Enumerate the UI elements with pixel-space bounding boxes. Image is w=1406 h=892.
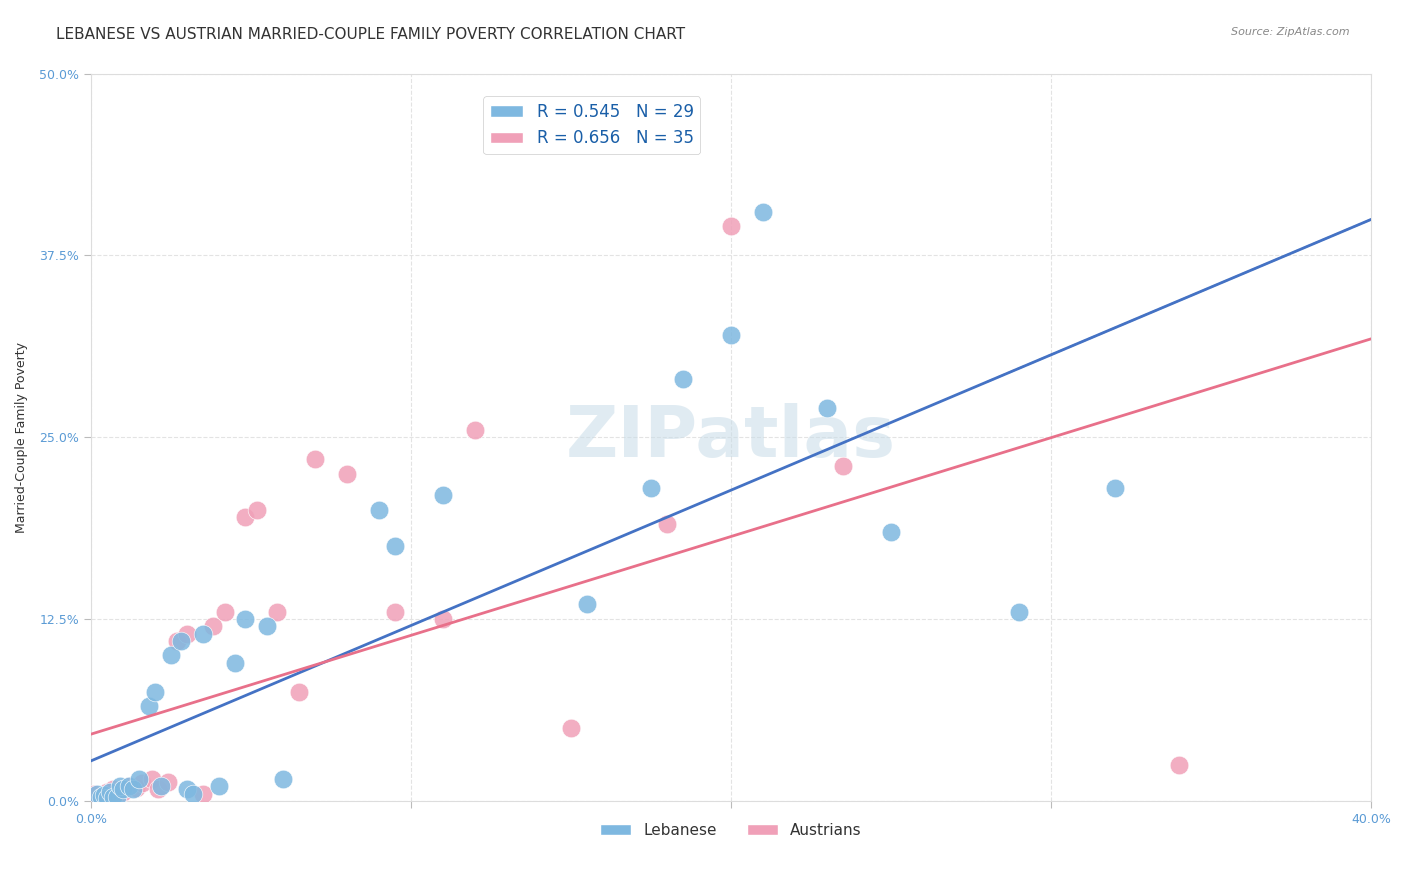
Point [640, 481, 662, 495]
Legend: Lebanese, Austrians: Lebanese, Austrians [595, 817, 868, 844]
Point [118, 780, 141, 794]
Point [105, 787, 128, 801]
Text: ZIPatlas: ZIPatlas [567, 402, 896, 472]
Point [432, 488, 454, 502]
Point [233, 510, 256, 524]
Point [93, 788, 115, 802]
Point [880, 524, 903, 539]
Point [96, 785, 118, 799]
Point [304, 452, 326, 467]
Point [98, 785, 121, 799]
Point [150, 780, 173, 794]
Point [191, 787, 214, 801]
Point [93, 788, 115, 802]
Point [336, 467, 359, 481]
Point [83, 787, 105, 801]
Point [121, 782, 143, 797]
Point [288, 685, 311, 699]
Point [655, 517, 678, 532]
Point [384, 605, 406, 619]
Point [1008, 605, 1031, 619]
Point [191, 626, 214, 640]
Point [183, 787, 205, 801]
Y-axis label: Married-Couple Family Poverty: Married-Couple Family Poverty [15, 342, 28, 533]
Point [111, 782, 134, 797]
Point [1104, 481, 1126, 495]
Point [575, 598, 598, 612]
Point [224, 656, 246, 670]
Point [672, 372, 695, 386]
Point [208, 780, 231, 794]
Point [156, 775, 179, 789]
Point [103, 789, 125, 804]
Text: LEBANESE VS AUSTRIAN MARRIED-COUPLE FAMILY POVERTY CORRELATION CHART: LEBANESE VS AUSTRIAN MARRIED-COUPLE FAMI… [56, 27, 685, 42]
Point [1168, 757, 1191, 772]
Point [169, 633, 191, 648]
Point [815, 401, 838, 416]
Point [160, 648, 183, 663]
Point [108, 783, 131, 797]
Point [111, 785, 134, 799]
Point [271, 772, 294, 786]
Point [201, 619, 224, 633]
Point [560, 721, 582, 735]
Point [103, 782, 125, 797]
Point [128, 772, 150, 786]
Point [118, 780, 141, 794]
Point [384, 539, 406, 553]
Point [368, 503, 391, 517]
Point [720, 219, 742, 234]
Text: Source: ZipAtlas.com: Source: ZipAtlas.com [1232, 27, 1350, 37]
Point [832, 459, 855, 474]
Point [166, 633, 188, 648]
Point [96, 789, 118, 804]
Point [256, 619, 278, 633]
Point [86, 787, 108, 801]
Point [125, 780, 148, 795]
Point [233, 612, 256, 626]
Point [720, 328, 742, 343]
Point [176, 626, 198, 640]
Point [752, 204, 775, 219]
Point [89, 789, 111, 804]
Point [138, 699, 160, 714]
Point [464, 423, 486, 437]
Point [266, 605, 288, 619]
Point [141, 772, 163, 786]
Point [131, 776, 153, 790]
Point [146, 782, 169, 797]
Point [176, 782, 198, 797]
Point [89, 789, 111, 804]
Point [246, 503, 269, 517]
Point [143, 685, 166, 699]
Point [96, 791, 118, 805]
Point [108, 780, 131, 794]
Point [432, 612, 454, 626]
Point [214, 605, 236, 619]
Point [105, 789, 128, 804]
Point [98, 788, 121, 802]
